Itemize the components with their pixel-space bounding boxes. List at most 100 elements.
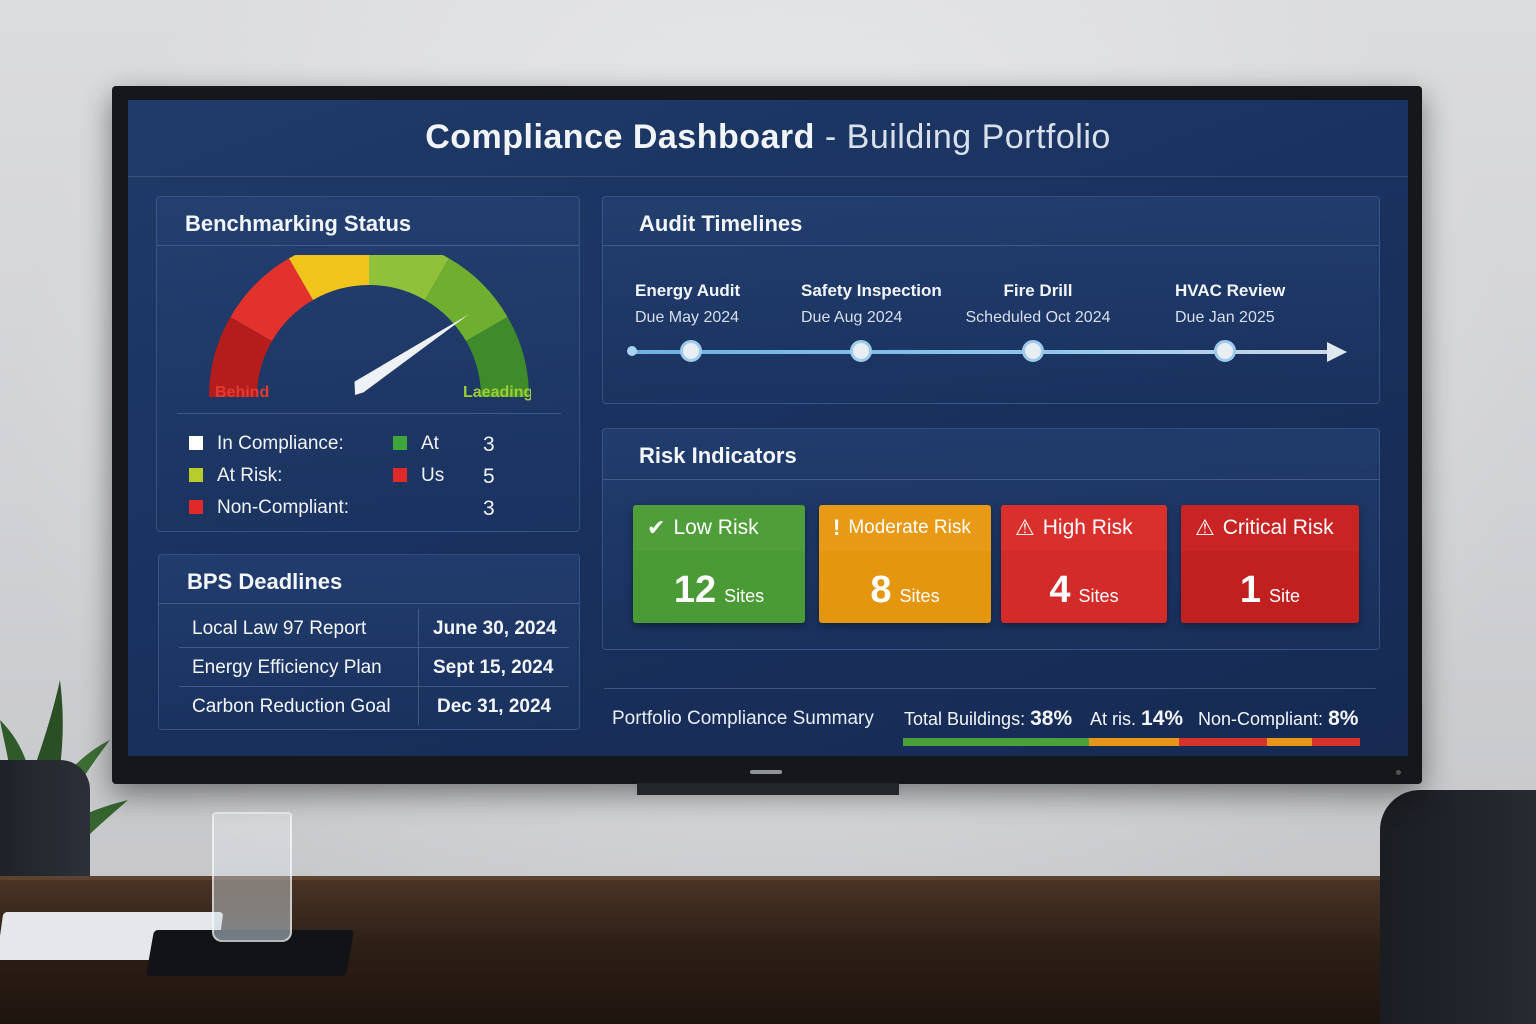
legend-label: At: [421, 433, 439, 454]
legend-label: In Compliance:: [217, 433, 344, 454]
legend-swatch: [189, 500, 203, 514]
benchmarking-divider: [157, 245, 579, 246]
bps-name: Carbon Reduction Goal: [192, 696, 391, 717]
risk-card-low[interactable]: ✔ Low Risk 12 Sites: [633, 505, 805, 623]
milestone-date: Due May 2024: [635, 309, 740, 326]
bps-name: Energy Efficiency Plan: [192, 657, 382, 678]
risk-card-moderate[interactable]: ! Moderate Risk 8 Sites: [819, 505, 991, 623]
gauge-arcs: [209, 255, 529, 397]
risk-card-body: 8 Sites: [819, 551, 991, 623]
milestone-name: Fire Drill: [1003, 281, 1073, 300]
milestone-name: Safety Inspection: [801, 281, 942, 300]
tv-logo: [750, 770, 782, 774]
bps-row-divider: [179, 686, 569, 687]
legend-value: 3: [483, 433, 495, 456]
chair-right: [1380, 790, 1536, 1024]
legend-swatch: [189, 436, 203, 450]
risk-divider: [603, 479, 1379, 480]
milestone-date: Due Aug 2024: [801, 309, 903, 326]
summary-bar-orange: [1267, 738, 1312, 746]
gauge-segment-lightgreen: [369, 255, 449, 301]
benchmarking-title: Benchmarking Status: [185, 211, 412, 236]
tv-power-led: [1396, 770, 1401, 775]
benchmarking-gauge: Behind Laeading: [209, 255, 531, 401]
risk-card-unit: Site: [1269, 586, 1301, 606]
bps-deadlines-panel: BPS Deadlines Local Law 97 Report June 3…: [158, 554, 580, 730]
risk-card-count: 4: [1049, 569, 1071, 611]
legend-us: Us: [393, 465, 444, 487]
summary-bar-red: [1312, 738, 1360, 746]
legend-at: At: [393, 433, 439, 455]
summary-at-risk: At ris. 14%: [1090, 707, 1183, 731]
gauge-segment-darkgreen: [465, 317, 529, 397]
risk-card-header: ✔ Low Risk: [633, 505, 805, 551]
summary-total: Total Buildings: 38%: [904, 707, 1072, 731]
legend-swatch: [189, 468, 203, 482]
milestone-energy-audit[interactable]: Energy Audit Due May 2024: [635, 281, 740, 327]
risk-card-count: 12: [673, 569, 717, 611]
risk-card-body: 12 Sites: [633, 551, 805, 623]
gauge-divider: [177, 413, 561, 414]
gauge-segment-red-dark: [209, 317, 273, 397]
tv-mount: [637, 783, 899, 795]
risk-card-body: 1 Site: [1181, 551, 1359, 623]
risk-card-critical[interactable]: ⚠ Critical Risk 1 Site: [1181, 505, 1359, 623]
warning-icon: ⚠: [1015, 515, 1035, 540]
legend-swatch: [393, 436, 407, 450]
title-divider: [128, 176, 1408, 177]
summary-atrisk-label: At ris.: [1090, 709, 1137, 729]
summary-divider: [604, 688, 1376, 689]
legend-label: Non-Compliant:: [217, 497, 349, 518]
gauge-needle: [354, 314, 470, 395]
risk-card-label: Moderate Risk: [848, 517, 971, 538]
risk-card-body: 4 Sites: [1001, 551, 1167, 623]
water-glass: [212, 812, 292, 942]
bps-name: Local Law 97 Report: [192, 618, 367, 639]
bps-date: June 30, 2024: [433, 618, 557, 639]
summary-total-value: 38%: [1030, 707, 1073, 730]
bps-row-divider: [179, 647, 569, 648]
bps-column-divider: [418, 648, 419, 686]
legend-swatch: [393, 468, 407, 482]
bps-row[interactable]: Carbon Reduction Goal Dec 31, 2024: [179, 687, 559, 725]
bps-divider: [159, 603, 579, 604]
gauge-segment-green: [425, 258, 508, 341]
summary-noncompliant-label: Non-Compliant:: [1198, 709, 1324, 729]
milestone-fire-drill[interactable]: Fire Drill Scheduled Oct 2024: [963, 281, 1113, 327]
bps-row[interactable]: Local Law 97 Report June 30, 2024: [179, 609, 559, 647]
milestone-name: HVAC Review: [1175, 281, 1286, 300]
legend-label: Us: [421, 465, 445, 486]
check-icon: ✔: [647, 515, 666, 540]
dashboard-screen: Compliance Dashboard - Building Portfoli…: [128, 100, 1408, 756]
timeline-start-dot: [627, 346, 637, 356]
timeline-dot[interactable]: [850, 340, 872, 362]
risk-card-label: Low Risk: [673, 516, 759, 539]
risk-card-count: 1: [1239, 569, 1262, 611]
milestone-date: Due Jan 2025: [1175, 309, 1275, 326]
risk-title: Risk Indicators: [639, 443, 797, 468]
risk-card-count: 8: [870, 569, 892, 611]
warning-icon: ⚠: [1195, 515, 1215, 540]
timeline-track: [631, 350, 1331, 354]
gauge-segment-yellow: [289, 255, 369, 301]
bps-row[interactable]: Energy Efficiency Plan Sept 15, 2024: [179, 648, 559, 686]
milestone-hvac-review[interactable]: HVAC Review Due Jan 2025: [1175, 281, 1285, 327]
risk-card-label: High Risk: [1042, 516, 1133, 539]
risk-card-header: ⚠ High Risk: [1001, 505, 1167, 551]
timeline-arrow-icon: [1327, 342, 1347, 362]
risk-indicators-panel: Risk Indicators ✔ Low Risk 12 Sites ! Moder…: [602, 428, 1380, 650]
timeline-dot[interactable]: [1214, 340, 1236, 362]
benchmarking-panel: Benchmarking Status Behind Laeading In C…: [156, 196, 580, 532]
gauge-label-behind: Behind: [215, 384, 269, 401]
page-title: Compliance Dashboard - Building Portfoli…: [128, 118, 1408, 157]
milestone-name: Energy Audit: [635, 281, 741, 300]
bps-date: Dec 31, 2024: [437, 696, 552, 717]
risk-card-header: ! Moderate Risk: [819, 505, 991, 551]
summary-total-label: Total Buildings:: [904, 709, 1026, 729]
milestone-date: Scheduled Oct 2024: [965, 309, 1111, 326]
milestone-safety-inspection[interactable]: Safety Inspection Due Aug 2024: [801, 281, 942, 327]
timeline-dot[interactable]: [1022, 340, 1044, 362]
timeline-dot[interactable]: [680, 340, 702, 362]
summary-label: Portfolio Compliance Summary: [612, 708, 874, 729]
risk-card-high[interactable]: ⚠ High Risk 4 Sites: [1001, 505, 1167, 623]
